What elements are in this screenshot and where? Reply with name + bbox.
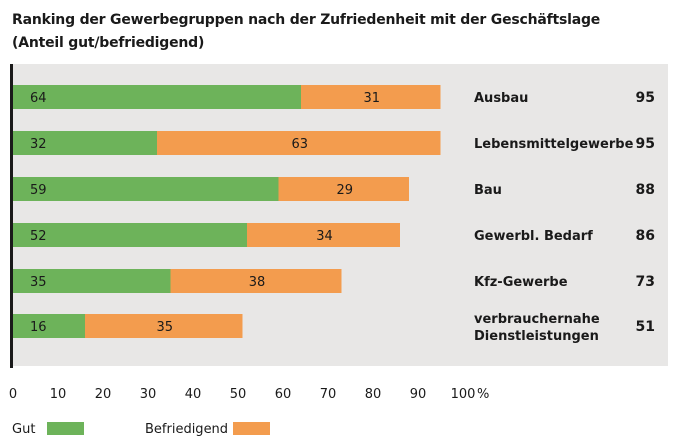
bar-gut (13, 177, 279, 201)
data-label: 35 (30, 275, 47, 290)
data-label: 59 (30, 183, 47, 198)
category-label: Dienstleistungen (474, 329, 599, 344)
bar-gut (13, 269, 171, 293)
data-label: 35 (156, 320, 173, 335)
legend-swatch (47, 422, 84, 435)
chart-title: Ranking der Gewerbegruppen nach der Zufr… (12, 12, 601, 28)
x-tick-label: 90 (410, 387, 427, 402)
bar-gut (13, 85, 301, 109)
data-label: 38 (249, 275, 266, 290)
legend-label: Gut (12, 422, 35, 437)
data-label: 52 (30, 229, 47, 244)
bar-befriedigend (247, 223, 400, 247)
category-label: verbrauchernahe (474, 312, 600, 327)
x-axis-unit: % (477, 387, 489, 402)
total-label: 95 (636, 136, 655, 152)
x-tick-label: 30 (140, 387, 157, 402)
data-label: 34 (316, 229, 333, 244)
data-label: 29 (336, 183, 353, 198)
data-label: 63 (291, 137, 308, 152)
data-label: 16 (30, 320, 47, 335)
category-label: Gewerbl. Bedarf (474, 229, 593, 244)
data-label: 31 (363, 91, 380, 106)
x-tick-label: 70 (320, 387, 337, 402)
x-tick-label: 0 (9, 387, 17, 402)
total-label: 51 (636, 319, 655, 335)
bar-befriedigend (170, 269, 342, 293)
chart-title-block: Ranking der Gewerbegruppen nach der Zufr… (12, 9, 600, 55)
bar-befriedigend (278, 177, 409, 201)
category-label: Lebensmittelgewerbe (474, 137, 634, 152)
category-label: Bau (474, 183, 502, 198)
data-label: 64 (30, 91, 47, 106)
legend-swatch (233, 422, 270, 435)
x-tick-label: 60 (275, 387, 292, 402)
x-tick-label: 10 (50, 387, 67, 402)
total-label: 86 (636, 228, 655, 244)
x-tick-label: 100 (451, 387, 476, 402)
total-label: 73 (636, 274, 655, 290)
category-label: Ausbau (474, 91, 528, 106)
bar-gut (13, 223, 247, 247)
x-tick-label: 50 (230, 387, 247, 402)
data-label: 32 (30, 137, 47, 152)
total-label: 88 (636, 182, 655, 198)
legend-label: Befriedigend (145, 422, 228, 437)
x-tick-label: 40 (185, 387, 202, 402)
category-label: Kfz-Gewerbe (474, 275, 568, 290)
bar-gut (13, 131, 157, 155)
x-tick-label: 80 (365, 387, 382, 402)
x-tick-label: 20 (95, 387, 112, 402)
total-label: 95 (636, 90, 655, 106)
y-axis-line (10, 64, 13, 368)
bar-befriedigend (85, 314, 243, 338)
bar-befriedigend (301, 85, 441, 109)
chart-subtitle: (Anteil gut/befriedigend) (12, 35, 205, 51)
bar-gut (13, 314, 85, 338)
bar-befriedigend (157, 131, 441, 155)
